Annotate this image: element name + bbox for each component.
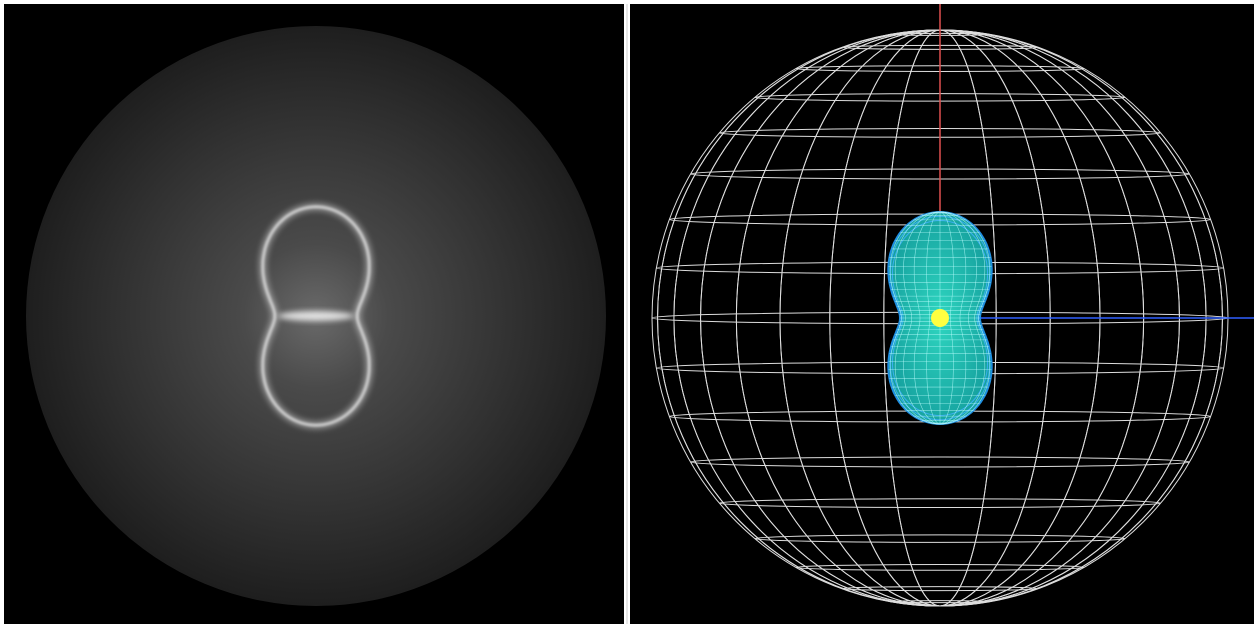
center-point: [931, 309, 949, 327]
peanut-meridian: [913, 211, 941, 425]
peanut-meridian: [939, 211, 954, 425]
peanut-meridian: [939, 211, 967, 425]
peanut-meridian: [894, 211, 941, 425]
peanut-meridian: [939, 211, 977, 425]
glow-shape: [258, 202, 374, 430]
peanut-meridian: [889, 211, 941, 425]
peanut-meridian: [926, 211, 941, 425]
peanut-meridian: [903, 211, 941, 425]
peanut-meridian: [939, 211, 986, 425]
peanut-meridian: [939, 211, 991, 425]
glow-edge: [261, 205, 371, 427]
glow-waist: [278, 311, 354, 321]
